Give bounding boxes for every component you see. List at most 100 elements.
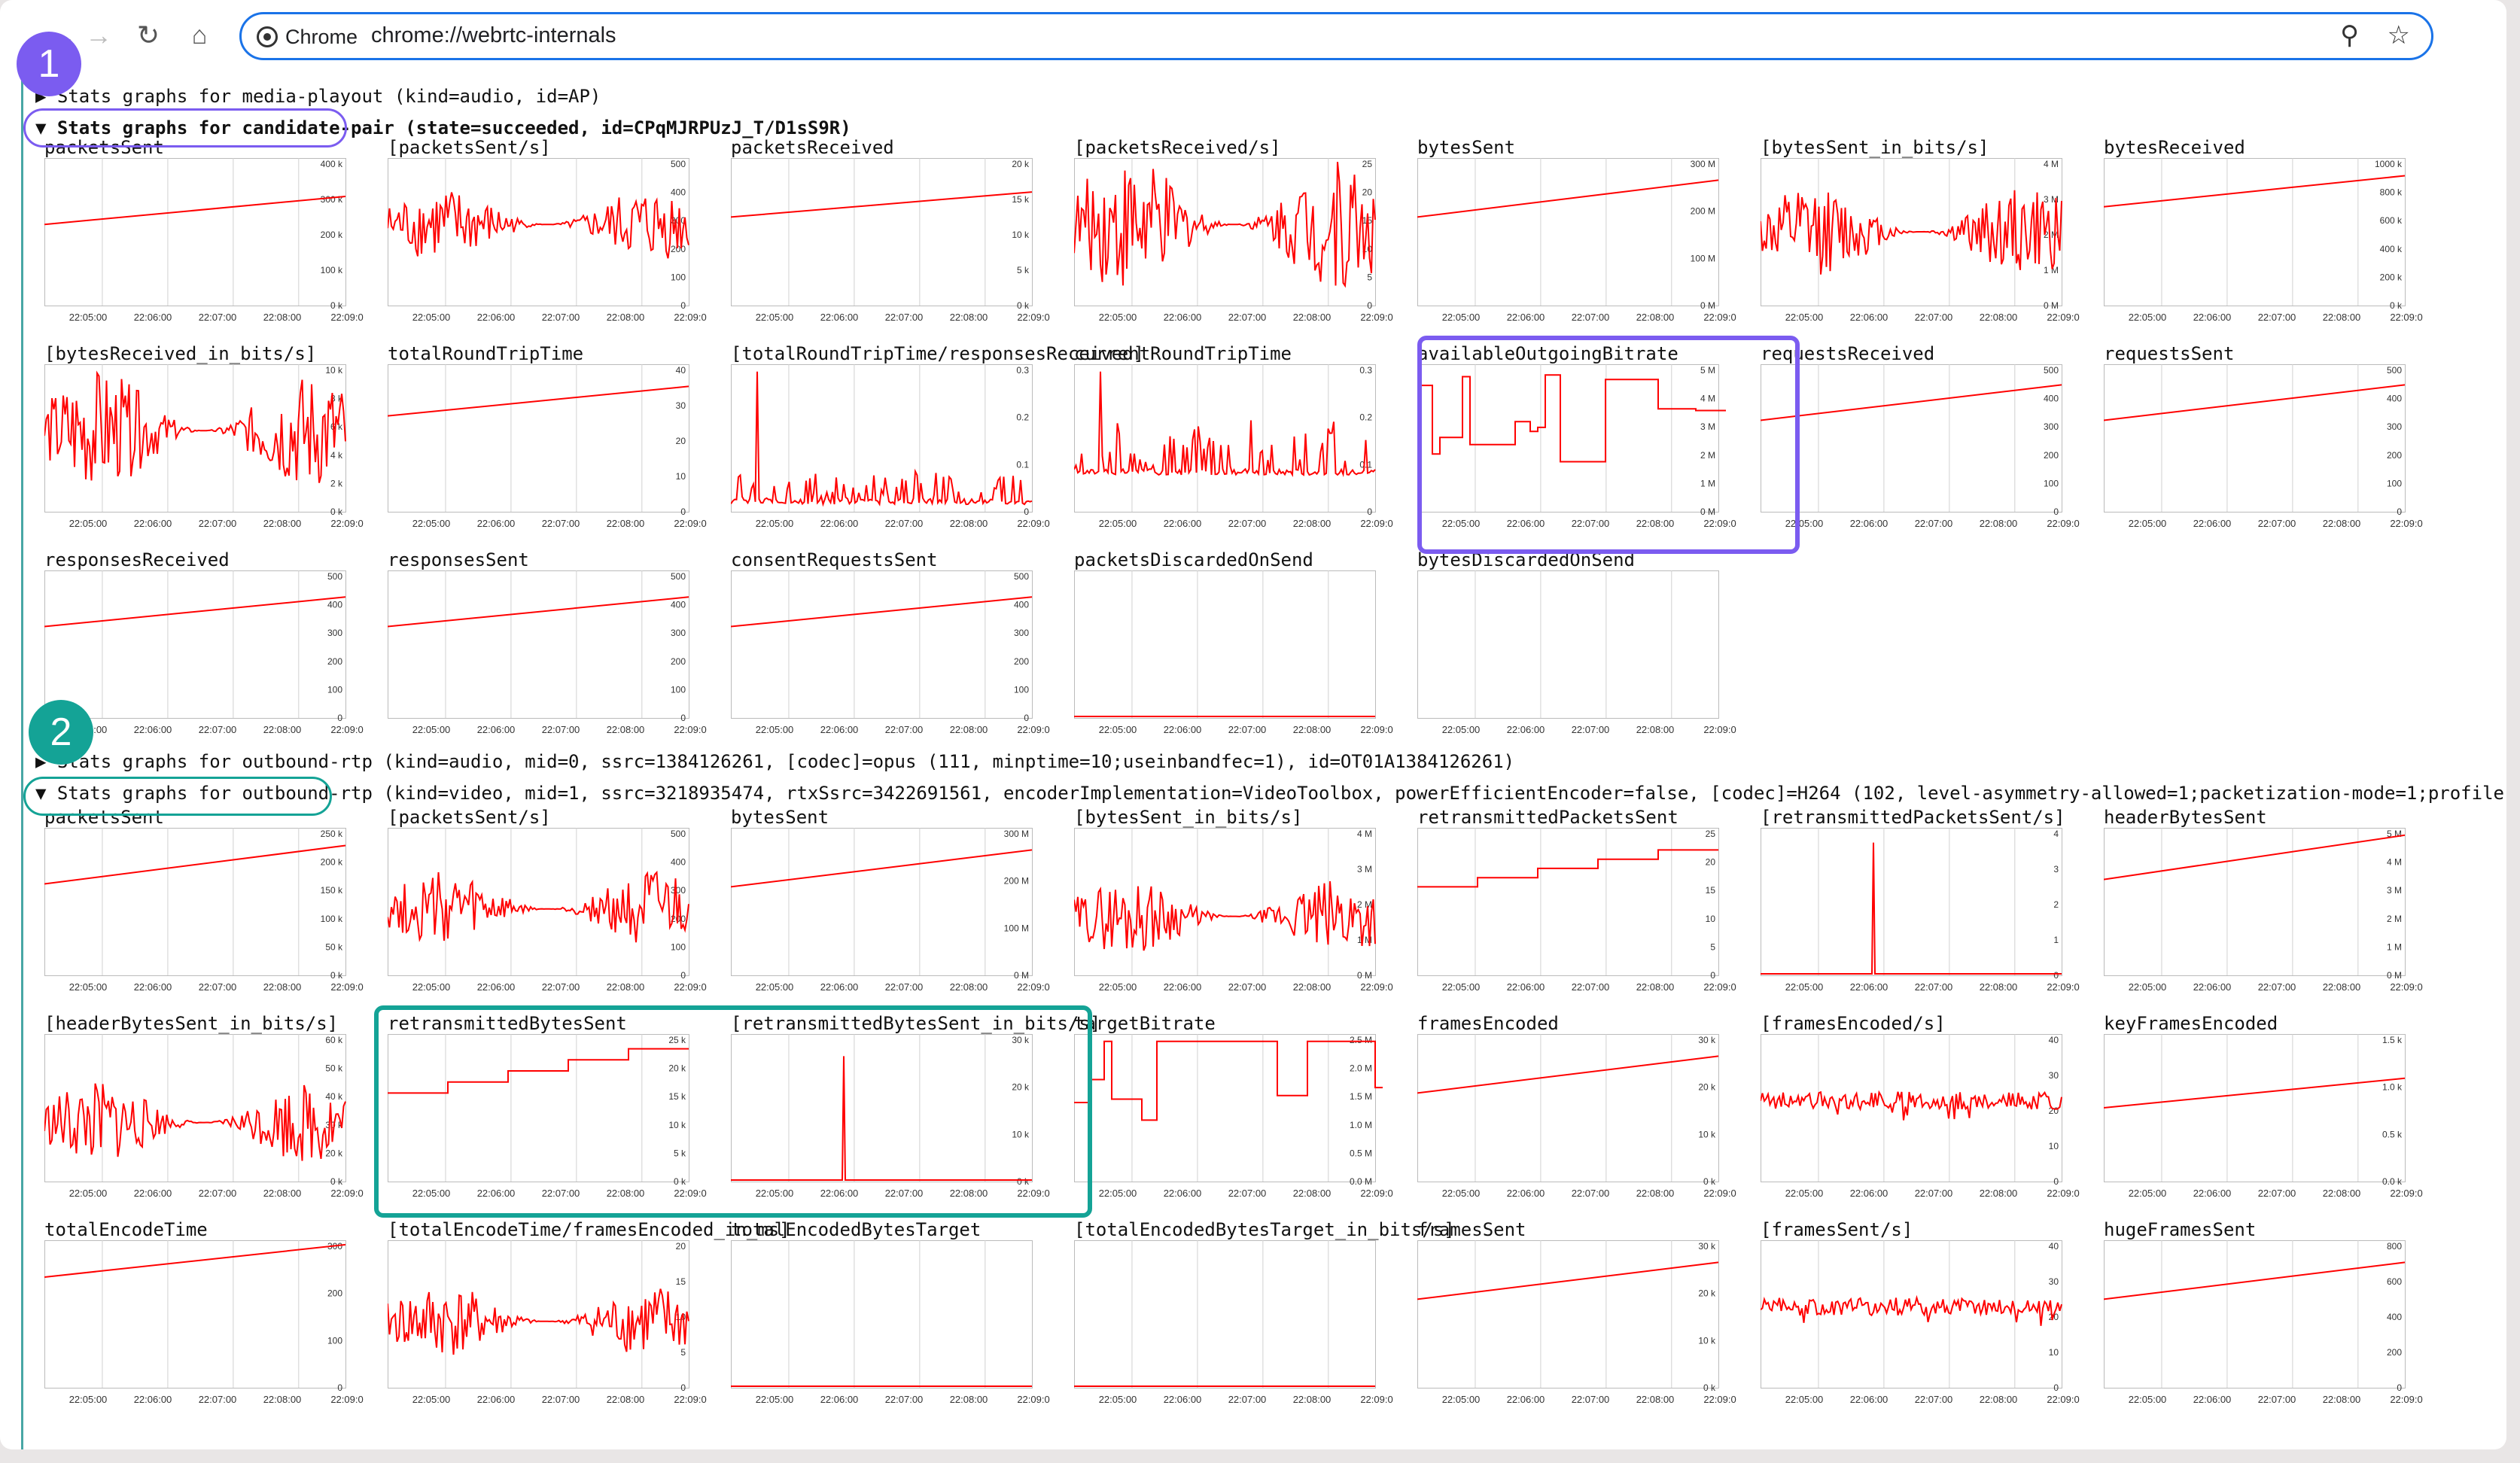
y-tick-label: 400 [327,600,342,610]
y-tick-label: 1000 k [2375,159,2403,169]
x-tick-label: 22:08:00 [1636,1188,1675,1199]
y-tick-label: 200 M [1691,206,1715,217]
plot-frame [1074,1034,1376,1182]
graph-title: keyFramesEncoded [2104,1013,2278,1034]
graph-title: [bytesSent_in_bits/s] [1761,137,1989,158]
x-tick-label: 22:09:0 [1017,724,1049,735]
y-tick-label: 0 [1367,300,1372,311]
graph-title: framesEncoded [1417,1013,1559,1034]
home-icon[interactable]: ⌂ [191,20,208,50]
x-tick-label: 22:09:0 [2390,312,2422,323]
forward-icon[interactable]: → [85,20,112,50]
series-line [2104,1077,2406,1109]
y-tick-label: 30 [676,400,686,411]
plot-frame [731,1240,1033,1388]
stats-graph: retransmittedPacketsSent 22:05:00 22:06:00… [1417,807,1745,1004]
series-line [388,192,689,259]
x-tick-label: 22:09:0 [1360,981,1392,993]
y-tick-label: 3 M [1357,864,1372,874]
plot-frame [2104,364,2406,513]
y-tick-label: 3 [2053,864,2059,874]
x-tick-label: 22:05:00 [2129,981,2167,993]
y-tick-label: 0 [2053,1176,2059,1187]
x-tick-label: 22:07:00 [1228,1188,1267,1199]
series-line [44,1243,346,1278]
x-tick-label: 22:05:00 [756,981,794,993]
y-tick-label: 0 [2397,506,2402,517]
x-tick-label: 22:08:00 [607,981,645,993]
x-tick-label: 22:08:00 [1980,1394,2018,1405]
x-tick-label: 22:05:00 [1785,1188,1824,1199]
x-tick-label: 22:08:00 [607,724,645,735]
y-tick-label: 2.0 M [1350,1063,1372,1074]
x-tick-label: 22:06:00 [1164,981,1202,993]
annotation-ring-candidate-pair [23,108,347,148]
plot-frame [731,1034,1033,1182]
x-tick-label: 22:05:00 [1785,312,1824,323]
x-tick-label: 22:09:0 [2390,1188,2422,1199]
graph-plot: 22:05:00 22:06:00 22:07:00 22:08:00 22:09:0 3… [1417,1034,1736,1199]
url-text[interactable]: chrome://webrtc-internals [371,23,616,47]
y-tick-label: 40 [676,365,686,376]
x-tick-label: 22:06:00 [1164,518,1202,529]
reload-icon[interactable]: ↻ [136,20,160,50]
stats-section-summary[interactable]: ▶ Stats graphs for media-playout (kind=a… [35,86,601,107]
x-tick-label: 22:06:00 [477,312,516,323]
y-tick-label: 30 [2049,1070,2059,1081]
stats-section-summary[interactable]: ▼ Stats graphs for candidate-pair (state… [35,117,851,138]
y-tick-label: 2 [2053,899,2059,910]
y-tick-label: 0.5 M [1350,1148,1372,1158]
y-tick-label: 300 [2387,421,2402,432]
stats-graph: [totalRoundTripTime/responsesReceived] 22… [731,343,1144,540]
y-tick-label: 400 [671,187,686,198]
x-tick-label: 22:06:00 [134,1188,172,1199]
x-tick-label: 22:08:00 [1293,312,1332,323]
y-tick-label: 5 M [1700,365,1715,376]
graph-plot: 22:05:0022:06:0022:07:0022:08:0022:09:05… [44,570,364,735]
address-bar[interactable]: Chrome chrome://webrtc-internals ⚲ ☆ [239,12,2433,60]
y-tick-label: 20 k [1012,159,1030,169]
x-tick-label: 22:06:00 [1507,518,1545,529]
graph-title: requestsSent [2104,343,2235,364]
x-tick-label: 22:07:00 [542,724,580,735]
zoom-icon[interactable]: ⚲ [2340,21,2359,50]
graph-title: totalRoundTripTime [388,343,584,364]
y-tick-label: 100 [327,1335,342,1346]
site-info-chip[interactable]: Chrome [257,23,358,50]
stats-section-summary[interactable]: ▼ Stats graphs for outbound-rtp (kind=vi… [35,783,2506,804]
stats-graph: totalEncodeTime 22:05:00 22:06:00 22:07:00 2… [44,1219,373,1416]
plot-frame [388,364,689,513]
graph-title: requestsReceived [1761,343,1935,364]
series-line [1761,384,2062,421]
x-tick-label: 22:09:0 [1703,981,1736,993]
x-tick-label: 22:08:00 [263,1188,302,1199]
series-line [388,596,689,628]
chrome-logo-icon [257,26,278,47]
graph-plot: 22:05:00 22:06:00 22:07:00 22:08:00 22:09:0 1… [2104,1034,2423,1199]
x-tick-label: 22:06:00 [134,312,172,323]
x-tick-label: 22:05:00 [1442,312,1481,323]
x-tick-label: 22:09:0 [1360,1188,1392,1199]
graph-title: bytesSent [1417,137,1516,158]
x-tick-label: 22:05:00 [756,518,794,529]
y-tick-label: 500 [671,571,686,582]
y-tick-label: 1 M [1700,478,1715,488]
y-tick-label: 40 [2049,1241,2059,1252]
x-tick-label: 22:07:00 [1228,981,1267,993]
y-tick-label: 6 k [330,421,343,432]
y-tick-label: 0 k [1703,1382,1716,1393]
y-tick-label: 0 M [1700,506,1715,517]
y-tick-label: 1 M [2044,265,2059,275]
graph-title: responsesReceived [44,549,230,570]
y-tick-label: 30 k [1698,1035,1716,1045]
y-tick-label: 800 k [2380,187,2403,198]
y-tick-label: 4 M [1700,394,1715,404]
x-tick-label: 22:07:00 [199,724,237,735]
y-tick-label: 0.5 k [2382,1129,2403,1139]
stats-section-summary[interactable]: ▶ Stats graphs for outbound-rtp (kind=au… [35,751,1515,772]
x-tick-label: 22:09:0 [1703,724,1736,735]
plot-frame [1417,828,1719,976]
bookmark-star-icon[interactable]: ☆ [2387,21,2410,50]
x-tick-label: 22:09:0 [2047,312,2079,323]
